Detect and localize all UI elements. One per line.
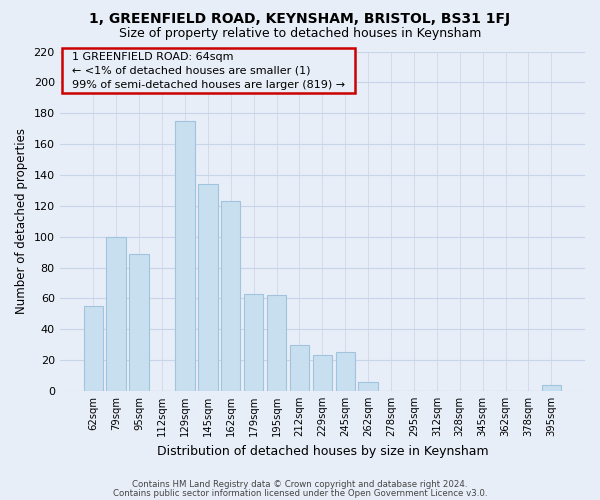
Bar [313, 356, 332, 391]
Y-axis label: Number of detached properties: Number of detached properties [15, 128, 28, 314]
Bar [358, 382, 378, 391]
Text: 1 GREENFIELD ROAD: 64sqm  
  ← <1% of detached houses are smaller (1)  
  99% of: 1 GREENFIELD ROAD: 64sqm ← <1% of detach… [65, 52, 352, 90]
Text: Contains HM Land Registry data © Crown copyright and database right 2024.: Contains HM Land Registry data © Crown c… [132, 480, 468, 489]
Bar [106, 236, 126, 391]
Text: Contains public sector information licensed under the Open Government Licence v3: Contains public sector information licen… [113, 488, 487, 498]
Bar [267, 296, 286, 391]
Bar [198, 184, 218, 391]
X-axis label: Distribution of detached houses by size in Keynsham: Distribution of detached houses by size … [157, 444, 488, 458]
Bar [290, 344, 309, 391]
Text: Size of property relative to detached houses in Keynsham: Size of property relative to detached ho… [119, 28, 481, 40]
Bar [175, 121, 194, 391]
Bar [221, 201, 241, 391]
Bar [542, 385, 561, 391]
Bar [130, 254, 149, 391]
Text: 1, GREENFIELD ROAD, KEYNSHAM, BRISTOL, BS31 1FJ: 1, GREENFIELD ROAD, KEYNSHAM, BRISTOL, B… [89, 12, 511, 26]
Bar [244, 294, 263, 391]
Bar [83, 306, 103, 391]
Bar [335, 352, 355, 391]
